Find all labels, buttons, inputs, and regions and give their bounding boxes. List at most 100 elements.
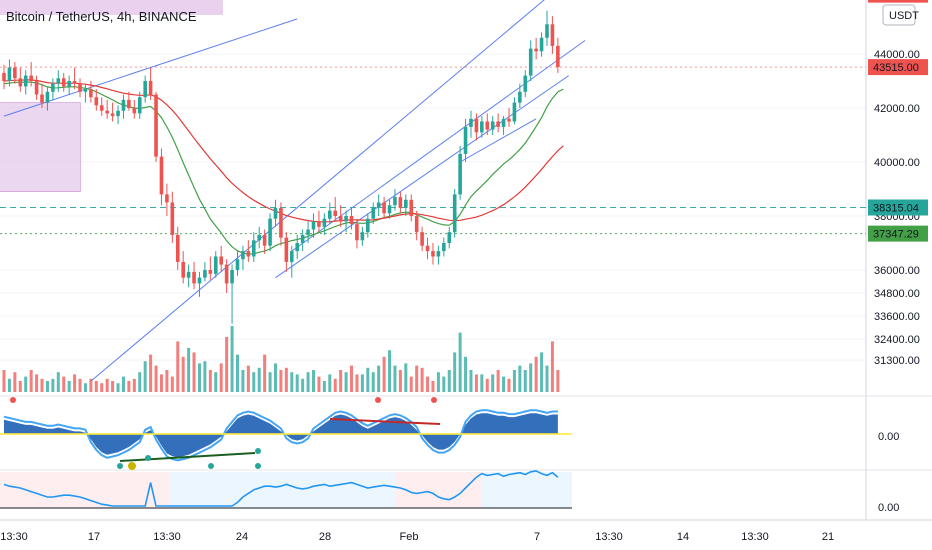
trend-line [90,0,545,382]
volume-bar [252,372,256,392]
price-tag [868,199,928,216]
volume-bar [518,365,522,392]
candle-body [431,251,435,257]
volume-bar [105,378,109,392]
candle-body [420,232,424,246]
candle-body [436,251,441,257]
candle-body [306,229,310,235]
price-tag [868,225,928,242]
candle-body [72,81,77,84]
volume-bar [159,374,163,392]
volume-bar [360,374,364,392]
volume-bar [165,370,169,392]
volume-bar [246,365,250,392]
candle-body [219,256,223,265]
volume-bar [56,372,60,392]
volume-bar [203,361,207,392]
volume-bar [556,370,560,392]
divergence-line-bear [329,418,441,425]
volume-bar [322,381,326,392]
volume-bar [550,341,554,392]
volume-bar [170,376,174,392]
candle-body [94,97,99,106]
candle-body [257,234,262,241]
candle-body [18,78,23,87]
candle-body [382,202,386,214]
candle-body [235,259,240,270]
divergence-line-bull [119,452,256,462]
volume-bar [485,378,489,392]
candle-body [61,78,66,87]
volume-bar [138,372,142,392]
candle-body [480,121,484,133]
volume-bar [464,356,468,392]
candle-body [539,37,544,52]
volume-bar [317,376,321,392]
candle-body [458,153,462,195]
candle-body [34,81,39,95]
volume-bar [371,372,375,392]
volume-bar [219,363,223,392]
time-tick-label: 13:30 [741,531,769,543]
volume-bar [447,370,451,392]
volume-bar [512,370,516,392]
candle-body [159,156,164,195]
volume-bar [431,381,435,392]
candle-body [2,72,6,81]
candle-body [550,24,555,46]
slow-moving-average [3,79,564,223]
currency-badge-label: USDT [889,10,919,22]
candle-body [518,91,522,103]
volume-bar [377,365,381,392]
price-tag [868,0,928,3]
candle-body [208,270,213,274]
candle-body [148,81,153,95]
candle-body [496,121,500,127]
candle-body [344,216,348,222]
candle-body [311,221,316,230]
volume-bar [306,372,310,392]
oscillator-signal-dot [10,397,16,403]
candle-body [398,197,403,208]
time-tick-label: 21 [822,531,834,543]
indicator-band [395,472,445,508]
volume-bar [366,367,370,392]
candle-body [393,197,397,206]
volume-bar [344,372,348,392]
candle-body [556,45,560,68]
candle-body [355,224,359,241]
candle-body [13,67,17,79]
volume-bar [94,381,98,392]
volume-bar [181,356,185,392]
candle-body [501,118,506,127]
candle-body [376,202,381,208]
candle-body [523,75,528,92]
candle-body [425,245,430,252]
volume-bar [192,352,196,392]
volume-bar [24,376,28,392]
volume-bar [301,378,305,392]
candle-body [452,194,457,233]
candle-body [322,218,327,227]
candle-body [273,207,278,219]
volume-bar [127,381,131,392]
candle-body [110,113,115,117]
volume-bar [257,367,261,392]
time-tick-label: 13:30 [595,531,623,543]
candle-body [474,118,479,133]
candle-body [246,251,251,257]
candle-body [181,261,185,278]
price-tick-label: 40000.00 [874,157,920,169]
volume-bar [67,381,71,392]
volume-bar [176,341,180,392]
price-tag-label: 46198.63 [873,0,919,2]
volume-bar [225,337,229,392]
volume-bar [73,374,77,392]
candle-body [338,216,343,222]
candle-body [387,205,392,214]
candle-body [224,264,229,284]
candle-body [213,256,218,274]
candle-body [485,121,490,130]
